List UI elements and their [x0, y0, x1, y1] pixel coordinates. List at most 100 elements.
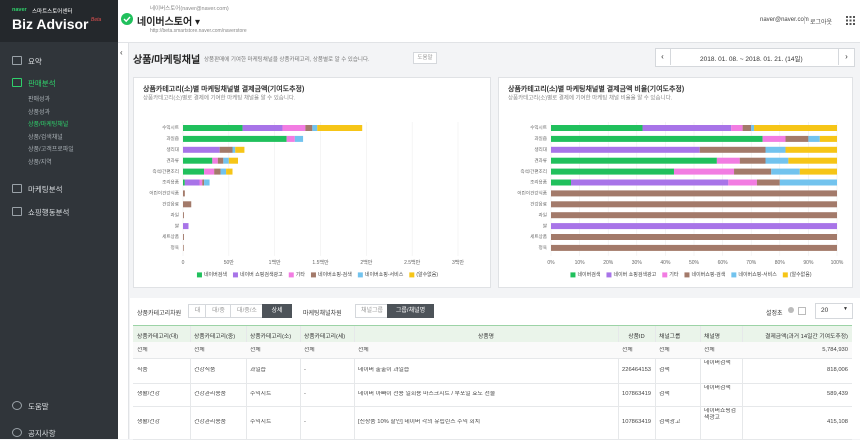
logout[interactable]: 로그아웃: [810, 20, 833, 26]
x-tick-label: 20%: [603, 260, 614, 266]
legend-swatch: [310, 272, 316, 278]
menu-icon: [12, 184, 22, 193]
table-cell: 식품: [137, 367, 148, 373]
bar-segment: [183, 157, 213, 164]
apps-icon[interactable]: [846, 16, 855, 25]
column-header[interactable]: 상품ID: [628, 334, 645, 340]
submenu-item[interactable]: 판매성과: [28, 97, 51, 103]
table-cell: 수익시트: [250, 419, 272, 425]
bar-segment: [294, 135, 304, 142]
dimension-button[interactable]: 그룹/채널명: [387, 304, 434, 318]
chart: 상품카테고리(소)별 마케팅채널별 결제금액 비율(기여도추정)상품카테고리(소…: [508, 84, 844, 278]
table-cell: 5,784,930: [822, 346, 848, 353]
table-cell: 전체: [704, 346, 715, 353]
bar-segment: [779, 179, 837, 186]
bar-segment: [204, 168, 215, 175]
legend-swatch: [782, 272, 788, 278]
x-tick-label: 60%: [718, 260, 729, 266]
x-tick-label: 50%: [689, 260, 700, 266]
bar-segment: [551, 201, 837, 208]
help-button[interactable]: 도움말: [413, 52, 437, 64]
header: [118, 0, 860, 43]
menu-icon: [12, 207, 22, 216]
bar-segment: [228, 157, 238, 164]
submenu-item[interactable]: 상품/고객프로파일: [28, 147, 74, 153]
bar-segment: [220, 168, 227, 175]
column-header[interactable]: 상품카테고리(중): [194, 334, 236, 340]
store-selector[interactable]: 네이버스토어 ▾: [137, 17, 200, 28]
x-tick-label: 40%: [660, 260, 671, 266]
dimension-button[interactable]: 상세: [262, 304, 292, 318]
bar-segment: [731, 125, 743, 131]
page-subtitle: 상품판매에 기여한 마케팅채널을 상품카테고리, 상품별로 알 수 있습니다.: [204, 57, 370, 63]
next-button[interactable]: ›: [838, 48, 854, 65]
column-header[interactable]: 상품카테고리(세): [304, 334, 346, 340]
legend-label: 네이버쇼핑-검색: [318, 271, 352, 278]
sidebar: [0, 0, 118, 439]
checkbox[interactable]: [798, 307, 806, 315]
table-cell: 네이버검색: [704, 385, 731, 391]
legend-swatch: [409, 272, 415, 278]
dimension-button[interactable]: 대/중: [205, 304, 232, 318]
app-title[interactable]: Biz Advisor: [12, 16, 89, 32]
beta-badge: Beta: [91, 17, 102, 23]
y-tick-label: 쌀: [175, 222, 180, 228]
page-size-select[interactable]: [815, 303, 853, 319]
menu-icon: [12, 78, 22, 87]
y-tick-label: 조리용품: [530, 179, 547, 186]
menu-item[interactable]: 요약: [28, 57, 42, 66]
table-row: [133, 383, 852, 407]
bar-segment: [217, 157, 224, 164]
bar-segment: [699, 146, 766, 153]
table-cell: -: [304, 391, 306, 397]
column-header[interactable]: 상품카테고리(소): [250, 334, 292, 340]
bar-segment: [199, 179, 203, 186]
bar-segment: [551, 223, 837, 230]
column-header[interactable]: 결제금액(과거 14일간 기여도추정): [765, 334, 848, 340]
dimension-button[interactable]: 채널그룹: [355, 304, 389, 318]
legend-label: (알수없음): [790, 271, 812, 278]
collapse-button[interactable]: ‹: [120, 48, 123, 57]
legend-label: 네이버검색: [204, 271, 227, 278]
bar-segment: [219, 146, 233, 153]
table-cell: 네이버검색: [704, 360, 731, 366]
logo-area: [0, 0, 118, 42]
dimension-button[interactable]: 대/중/소: [230, 304, 264, 318]
submenu-item[interactable]: 상품성과: [28, 109, 51, 116]
info-icon[interactable]: [788, 307, 794, 313]
submenu-item[interactable]: 상품/마케팅채널: [28, 122, 69, 128]
email: naver@naver.com: [760, 17, 809, 23]
y-tick-label: 건강음료: [162, 201, 179, 207]
table-cell: 건강관리용품: [194, 419, 226, 425]
menu-item[interactable]: 마케팅분석: [28, 185, 63, 194]
table-cell: 전체: [622, 346, 633, 353]
naver-logo: naver: [12, 7, 27, 13]
legend-swatch: [232, 272, 238, 278]
column-header[interactable]: 상품명: [478, 334, 494, 340]
menu-item[interactable]: 도움말: [28, 402, 49, 411]
dimension-button[interactable]: 대: [188, 304, 207, 318]
table-cell: 건강식품: [194, 367, 216, 373]
table-row: [133, 358, 852, 384]
date-picker[interactable]: [655, 48, 855, 67]
x-tick-label: 100%: [831, 260, 844, 266]
y-tick-label: 세트상품: [162, 233, 179, 240]
bar-segment: [183, 201, 192, 208]
menu-item[interactable]: 공지사항: [28, 429, 56, 438]
table-cell: 전체: [194, 346, 205, 353]
bar-segment: [226, 168, 233, 175]
prev-button[interactable]: ‹: [655, 48, 671, 65]
menu-icon: [12, 401, 22, 410]
bar-segment: [551, 190, 837, 197]
bar-segment: [183, 212, 184, 219]
column-header[interactable]: 상품카테고리(대): [137, 334, 179, 340]
menu-item[interactable]: 판매분석: [28, 79, 56, 88]
submenu-item[interactable]: 상품/검색채널: [28, 134, 63, 141]
submenu-item[interactable]: 상품/지역: [28, 159, 52, 166]
y-tick-label: 세트상품: [530, 233, 547, 240]
store-url[interactable]: http://beta.smartstore.naver.com/naverst…: [150, 28, 247, 34]
column-header[interactable]: 채널그룹: [659, 334, 681, 340]
column-header[interactable]: 채널명: [704, 334, 720, 340]
menu-item[interactable]: 쇼핑행동분석: [28, 208, 70, 217]
